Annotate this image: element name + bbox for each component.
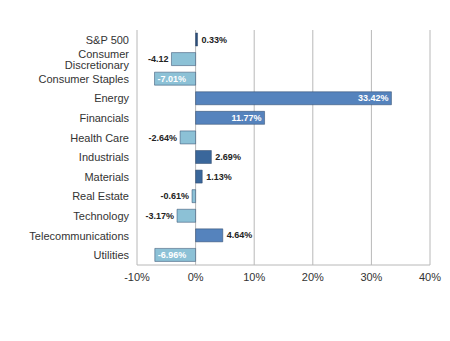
svg-text:Materials: Materials bbox=[84, 171, 129, 183]
svg-text:Energy: Energy bbox=[94, 92, 129, 104]
svg-text:Real Estate: Real Estate bbox=[72, 190, 129, 202]
svg-text:Utilities: Utilities bbox=[94, 249, 130, 261]
svg-text:0.33%: 0.33% bbox=[202, 35, 228, 45]
svg-text:-3.17%: -3.17% bbox=[145, 211, 174, 221]
svg-text:Health Care: Health Care bbox=[70, 132, 129, 144]
svg-text:1.13%: 1.13% bbox=[206, 172, 232, 182]
svg-text:11.77%: 11.77% bbox=[232, 113, 262, 123]
svg-text:0%: 0% bbox=[188, 271, 204, 283]
svg-text:4.64%: 4.64% bbox=[227, 230, 253, 240]
svg-text:ConsumerDiscretionary: ConsumerDiscretionary bbox=[65, 48, 130, 71]
svg-text:Consumer Staples: Consumer Staples bbox=[39, 73, 130, 85]
svg-text:-4.12: -4.12 bbox=[148, 54, 169, 64]
svg-text:Industrials: Industrials bbox=[79, 151, 130, 163]
svg-text:-6.96%: -6.96% bbox=[158, 250, 187, 260]
svg-text:10%: 10% bbox=[243, 271, 265, 283]
svg-text:40%: 40% bbox=[419, 271, 441, 283]
svg-text:-2.64%: -2.64% bbox=[149, 133, 178, 143]
svg-text:Technology: Technology bbox=[73, 210, 129, 222]
svg-text:Telecommunications: Telecommunications bbox=[29, 230, 129, 242]
svg-text:20%: 20% bbox=[302, 271, 324, 283]
svg-text:-10%: -10% bbox=[124, 271, 150, 283]
svg-text:-0.61%: -0.61% bbox=[160, 191, 189, 201]
svg-text:Financials: Financials bbox=[79, 112, 129, 124]
svg-text:2.69%: 2.69% bbox=[215, 152, 241, 162]
svg-text:30%: 30% bbox=[360, 271, 382, 283]
svg-text:33.42%: 33.42% bbox=[358, 93, 389, 103]
svg-text:S&P 500: S&P 500 bbox=[86, 34, 129, 46]
svg-text:-7.01%: -7.01% bbox=[158, 74, 187, 84]
